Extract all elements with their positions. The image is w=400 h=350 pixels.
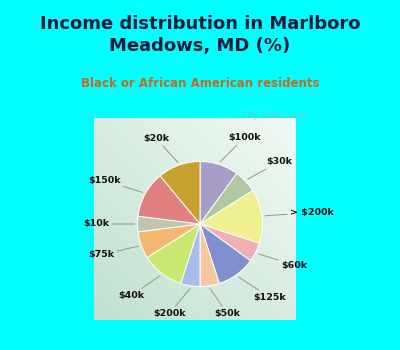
Wedge shape [138,224,200,258]
Text: $75k: $75k [88,246,138,259]
Wedge shape [138,216,200,232]
Text: $10k: $10k [83,219,134,229]
Text: $40k: $40k [118,276,160,300]
Text: City-Data.com: City-Data.com [236,111,306,120]
Wedge shape [200,190,262,243]
Text: $150k: $150k [88,176,142,192]
Text: Income distribution in Marlboro
Meadows, MD (%): Income distribution in Marlboro Meadows,… [40,15,360,55]
Text: $30k: $30k [248,158,292,179]
Text: $125k: $125k [238,277,286,302]
Text: $50k: $50k [210,289,240,318]
Text: $20k: $20k [143,134,178,162]
Wedge shape [200,224,260,261]
Wedge shape [200,161,237,224]
Text: $200k: $200k [153,289,190,318]
Wedge shape [160,161,200,224]
Text: $100k: $100k [220,133,261,162]
Wedge shape [138,176,200,224]
Wedge shape [200,224,250,284]
Wedge shape [181,224,200,287]
Wedge shape [200,174,253,224]
Wedge shape [200,224,219,287]
Wedge shape [147,224,200,284]
Text: Black or African American residents: Black or African American residents [81,77,319,90]
Text: > $200k: > $200k [265,208,334,217]
Text: $60k: $60k [258,254,307,270]
